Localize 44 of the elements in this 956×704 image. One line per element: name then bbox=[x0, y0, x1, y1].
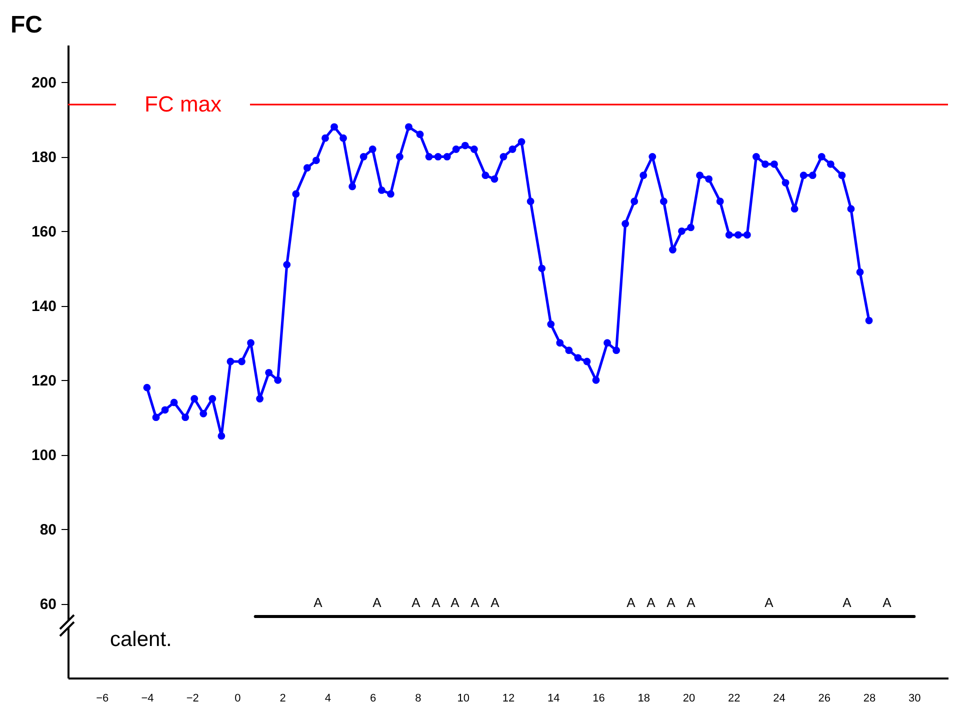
annotation: A bbox=[412, 595, 421, 610]
x-tick-label: 26 bbox=[818, 692, 831, 704]
x-tick-label: 16 bbox=[592, 692, 605, 704]
x-tick-label: 4 bbox=[324, 692, 332, 704]
annotation: calent. bbox=[110, 628, 172, 651]
y-tick-label: 100 bbox=[31, 447, 56, 464]
x-tick-label: 28 bbox=[863, 692, 876, 704]
annotation: A bbox=[666, 595, 676, 610]
y-tick-label: 140 bbox=[31, 298, 56, 316]
x-tick-label: 0 bbox=[234, 692, 241, 704]
y-axis-title: FC bbox=[10, 12, 42, 38]
x-tick-label: −6 bbox=[96, 692, 109, 704]
y-tick-label: 120 bbox=[31, 372, 56, 390]
annotation: A bbox=[646, 595, 656, 610]
x-tick-label: −2 bbox=[186, 692, 199, 704]
y-tick-label: 180 bbox=[31, 149, 56, 166]
x-tick-label: −4 bbox=[141, 692, 154, 704]
x-tick-label: 12 bbox=[502, 692, 515, 704]
x-tick-label: 10 bbox=[457, 692, 470, 704]
x-tick-label: 20 bbox=[682, 692, 696, 704]
x-tick-label: 2 bbox=[280, 692, 286, 704]
annotation: A bbox=[764, 595, 774, 610]
annotation: A bbox=[314, 595, 323, 610]
annotation: A bbox=[432, 595, 441, 610]
x-tick-label: 18 bbox=[638, 692, 650, 704]
y-tick-label: 160 bbox=[31, 224, 56, 241]
y-tick-label: 80 bbox=[40, 522, 56, 539]
annotation: A bbox=[626, 595, 636, 610]
y-tick-label: 200 bbox=[31, 74, 56, 92]
x-tick-label: 30 bbox=[908, 692, 921, 704]
y-tick-label: 60 bbox=[40, 596, 56, 614]
ref-line-label: FC max bbox=[144, 92, 222, 117]
x-tick-label: 14 bbox=[548, 692, 560, 704]
x-tick-label: 24 bbox=[773, 692, 786, 704]
x-tick-label: 22 bbox=[728, 692, 740, 704]
annotation: A bbox=[470, 595, 480, 610]
annotation: A bbox=[450, 595, 460, 610]
annotation: A bbox=[882, 595, 892, 610]
annotation: A bbox=[372, 595, 382, 610]
x-tick-label: 6 bbox=[370, 692, 376, 704]
annotation: A bbox=[842, 595, 852, 610]
x-tick-label: 8 bbox=[415, 692, 422, 704]
annotation: A bbox=[686, 595, 696, 610]
annotation: A bbox=[490, 595, 500, 610]
